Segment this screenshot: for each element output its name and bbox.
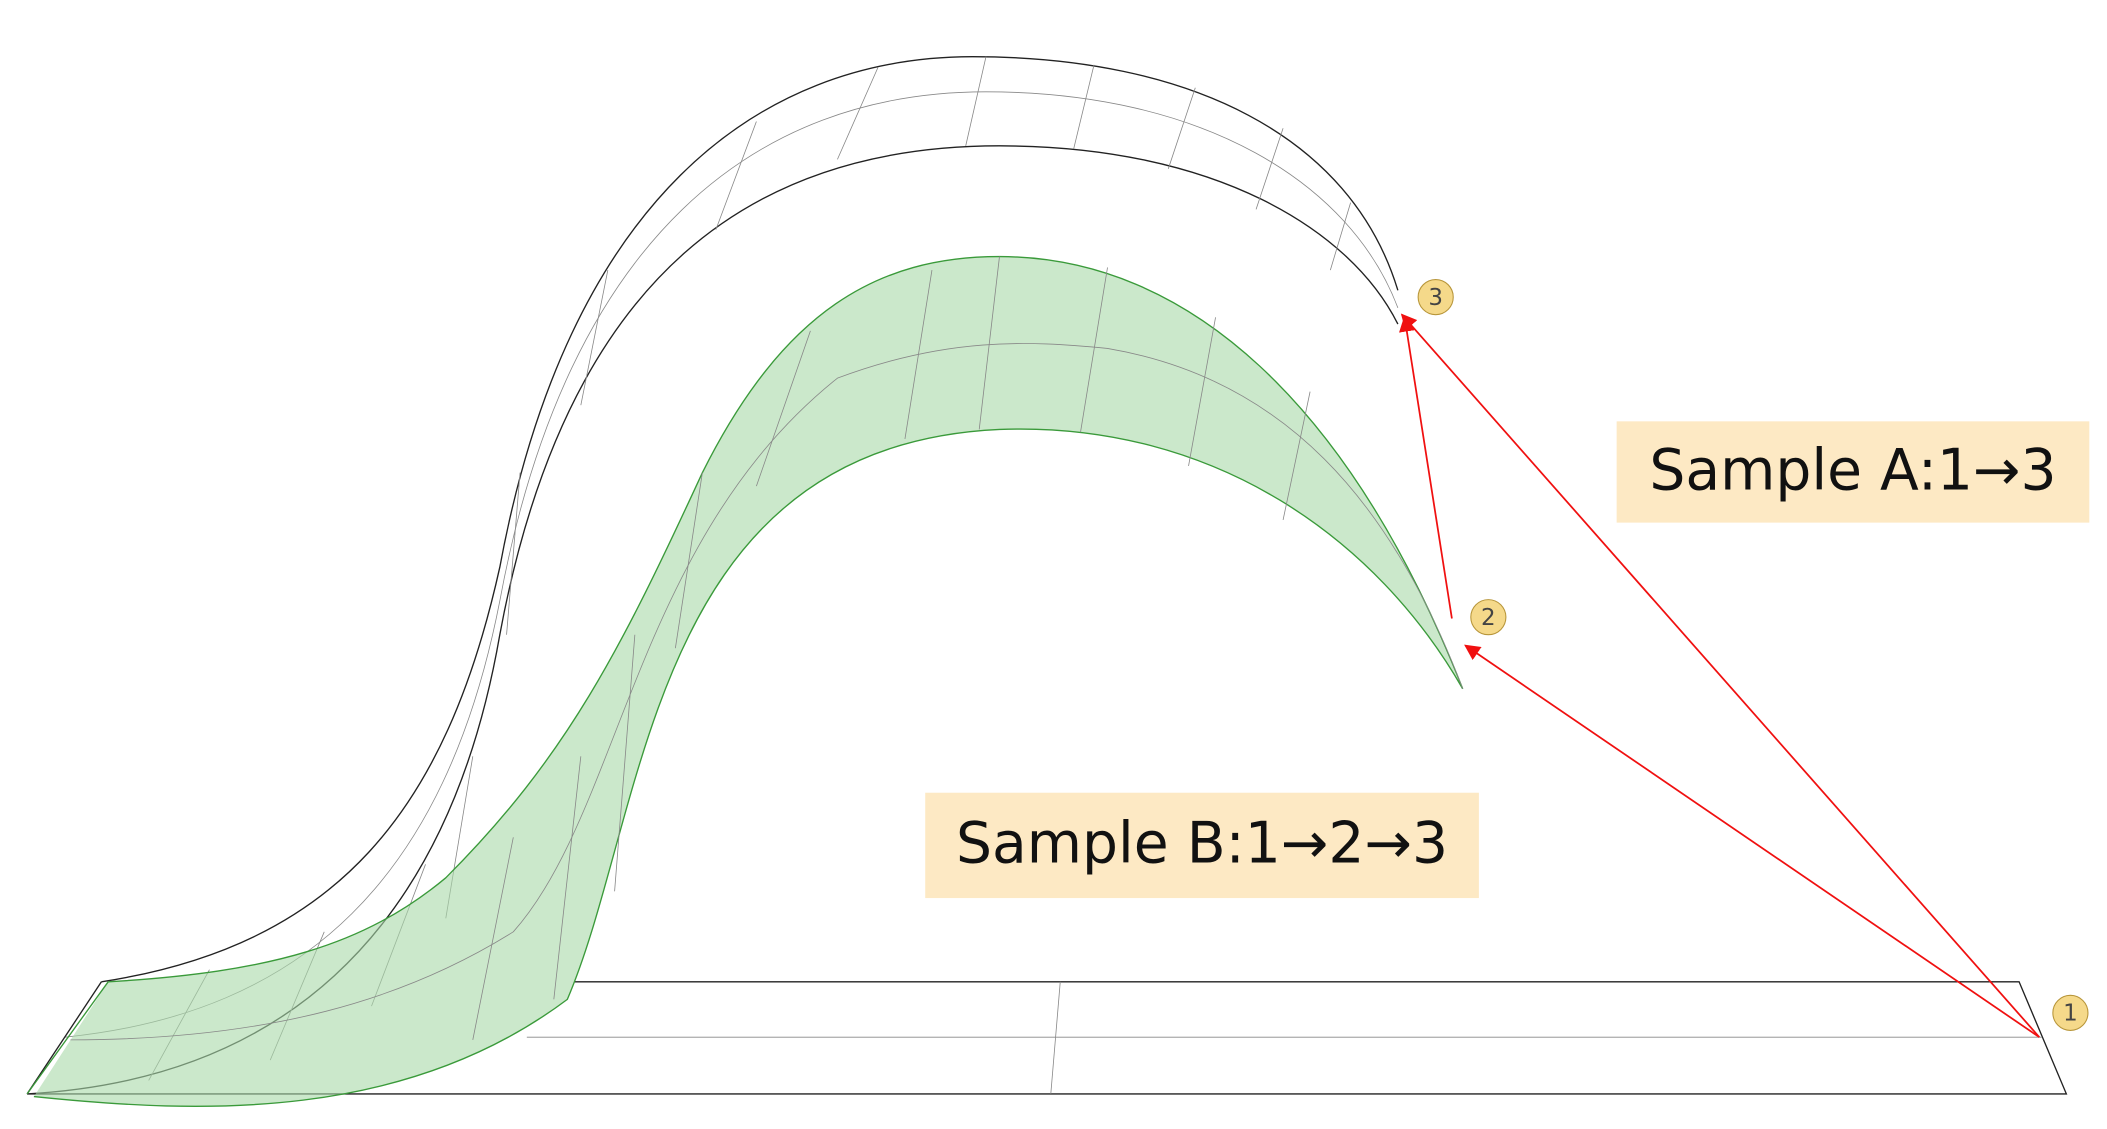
marker-label: 2 [1481, 605, 1496, 631]
label-b: Sample B:1→2→3 [956, 810, 1448, 876]
marker-label: 1 [2063, 1001, 2078, 1027]
label-a: Sample A:1→3 [1649, 438, 2056, 504]
marker: 3 2 1 [1417, 279, 2089, 1031]
surface-b [26, 255, 1464, 1107]
base-plane [27, 981, 2068, 1095]
marker-label: 3 [1428, 285, 1443, 311]
arrows [1399, 313, 2041, 1038]
label-box: Sample A:1→3 Sample B:1→2→3 [925, 421, 2090, 899]
